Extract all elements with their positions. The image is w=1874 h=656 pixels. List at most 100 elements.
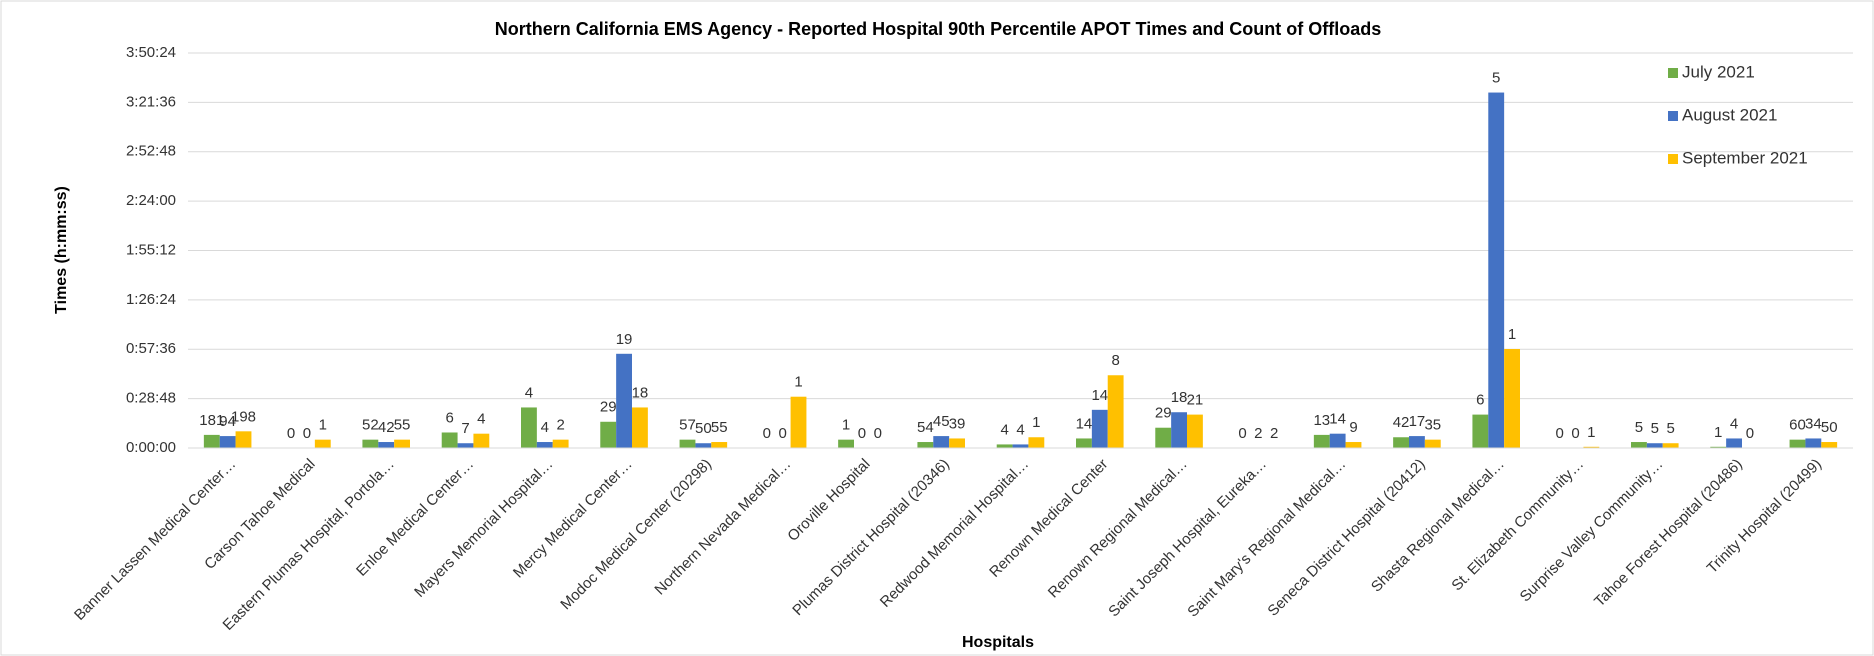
data-label: 14 bbox=[1076, 415, 1093, 432]
data-label: 13 bbox=[1313, 412, 1330, 429]
data-label: 181 bbox=[199, 412, 224, 429]
data-label: 4 bbox=[1000, 421, 1008, 438]
bar bbox=[1472, 414, 1489, 448]
bar bbox=[1329, 433, 1346, 448]
data-label: 1 bbox=[1587, 424, 1595, 441]
data-label: 0 bbox=[763, 425, 771, 442]
data-label: 52 bbox=[362, 417, 379, 434]
bar bbox=[1091, 409, 1108, 448]
data-label: 5 bbox=[1666, 420, 1674, 437]
bar bbox=[1107, 375, 1124, 448]
y-tick-label: 2:52:48 bbox=[126, 143, 176, 160]
data-label: 0 bbox=[1555, 425, 1563, 442]
data-label: 2 bbox=[1270, 425, 1278, 442]
data-label: 34 bbox=[1805, 415, 1822, 432]
bar bbox=[1631, 442, 1647, 448]
bar bbox=[314, 439, 331, 448]
legend-swatch bbox=[1668, 154, 1678, 164]
data-label: 19 bbox=[616, 331, 633, 348]
bar bbox=[695, 443, 712, 448]
data-label: 29 bbox=[600, 399, 617, 416]
bar bbox=[1821, 442, 1838, 448]
bar bbox=[1710, 446, 1727, 448]
bar bbox=[552, 439, 569, 448]
data-label: 5 bbox=[1651, 420, 1659, 437]
data-label: 21 bbox=[1187, 392, 1204, 409]
data-label: 1 bbox=[319, 417, 327, 434]
bar bbox=[457, 443, 474, 448]
y-tick-label: 1:55:12 bbox=[126, 241, 176, 258]
data-label: 14 bbox=[1091, 387, 1108, 404]
data-label: 7 bbox=[461, 420, 469, 437]
data-label: 39 bbox=[949, 415, 966, 432]
data-label: 35 bbox=[1424, 417, 1441, 434]
data-label: 29 bbox=[1155, 405, 1172, 422]
bar bbox=[838, 439, 854, 448]
data-label: 57 bbox=[679, 417, 696, 434]
data-label: 4 bbox=[525, 384, 533, 401]
bar bbox=[473, 433, 490, 448]
legend-swatch bbox=[1668, 111, 1678, 121]
bar bbox=[600, 421, 617, 448]
data-label: 55 bbox=[394, 417, 411, 434]
bar bbox=[1393, 437, 1409, 448]
data-label: 14 bbox=[1329, 411, 1346, 428]
bar bbox=[394, 439, 410, 448]
legend-label: August 2021 bbox=[1682, 105, 1777, 124]
y-tick-label: 0:28:48 bbox=[126, 390, 176, 407]
chart-title: Northern California EMS Agency - Reporte… bbox=[495, 19, 1381, 39]
data-label: 60 bbox=[1789, 417, 1806, 434]
data-label: 1 bbox=[1714, 424, 1722, 441]
data-label: 4 bbox=[541, 419, 549, 436]
data-label: 50 bbox=[695, 420, 712, 437]
data-label: 18 bbox=[1171, 389, 1188, 406]
x-axis-label: Hospitals bbox=[962, 634, 1034, 651]
y-axis-label: Times (h:mm:ss) bbox=[53, 186, 70, 314]
data-label: 0 bbox=[778, 425, 786, 442]
bar bbox=[1789, 439, 1806, 448]
data-label: 42 bbox=[378, 419, 395, 436]
bar bbox=[521, 407, 537, 448]
legend-swatch bbox=[1668, 68, 1678, 78]
bar bbox=[1171, 412, 1187, 448]
data-label: 5 bbox=[1635, 419, 1643, 436]
data-label: 18 bbox=[632, 384, 649, 401]
data-label: 55 bbox=[711, 419, 728, 436]
y-tick-label: 3:50:24 bbox=[126, 44, 176, 61]
bar bbox=[1409, 436, 1425, 448]
bar bbox=[362, 439, 379, 448]
data-label: 2 bbox=[1254, 425, 1262, 442]
bar bbox=[1155, 427, 1172, 448]
bar bbox=[1662, 443, 1679, 448]
bar bbox=[949, 438, 965, 448]
data-label: 4 bbox=[477, 411, 485, 428]
bar bbox=[1012, 444, 1029, 448]
bar bbox=[1076, 438, 1092, 448]
legend-label: July 2021 bbox=[1682, 62, 1755, 81]
data-label: 2 bbox=[556, 417, 564, 434]
bar bbox=[378, 442, 395, 448]
data-label: 6 bbox=[1476, 392, 1484, 409]
bar bbox=[996, 444, 1013, 448]
data-label: 8 bbox=[1111, 352, 1119, 369]
bar bbox=[203, 434, 220, 448]
data-label: 0 bbox=[1571, 425, 1579, 442]
data-label: 1 bbox=[842, 417, 850, 434]
data-label: 0 bbox=[1238, 425, 1246, 442]
bar bbox=[1488, 92, 1505, 448]
y-tick-label: 1:26:24 bbox=[126, 291, 176, 308]
bar bbox=[219, 436, 236, 448]
bar bbox=[790, 396, 807, 448]
bar bbox=[1504, 349, 1520, 448]
y-tick-label: 3:21:36 bbox=[126, 93, 176, 110]
data-label: 198 bbox=[231, 408, 256, 425]
data-label: 94 bbox=[219, 413, 236, 430]
data-label: 1 bbox=[1508, 326, 1516, 343]
bar bbox=[1313, 434, 1330, 448]
legend-label: September 2021 bbox=[1682, 148, 1808, 167]
data-label: 4 bbox=[1730, 415, 1738, 432]
bar bbox=[679, 439, 696, 448]
data-label: 1 bbox=[794, 374, 802, 391]
